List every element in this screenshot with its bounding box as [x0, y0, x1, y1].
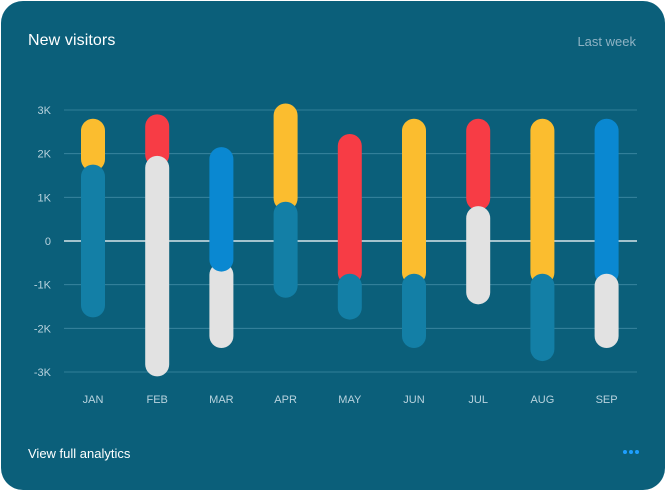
y-tick-label: 0: [45, 236, 51, 248]
y-tick-label: 2K: [38, 149, 52, 161]
bar-segment-blue: [594, 118, 619, 285]
y-axis-ticks: 3K 2K 1K 0 -1K -2K -3K: [34, 105, 52, 379]
card-title: New visitors: [28, 32, 116, 49]
x-tick-label: AUG: [530, 394, 554, 406]
bar-segment-teal: [530, 273, 555, 362]
y-tick-label: 1K: [38, 192, 52, 204]
period-selector[interactable]: Last week: [577, 34, 636, 49]
x-tick-label: MAR: [209, 394, 234, 406]
x-tick-label: APR: [274, 394, 297, 406]
bar-segment-red: [466, 118, 491, 211]
y-tick-label: -2K: [34, 323, 52, 335]
bars: [81, 103, 619, 377]
more-dot: [629, 450, 633, 454]
y-tick-label: 3K: [38, 105, 52, 117]
bar-segment-teal: [81, 164, 105, 318]
y-tick-label: -1K: [34, 280, 52, 292]
bar-segment-teal: [402, 273, 426, 348]
x-tick-label: FEB: [146, 394, 167, 406]
bar-may[interactable]: [337, 134, 362, 320]
bar-segment-red: [337, 134, 362, 285]
bar-segment-yellow: [530, 118, 555, 285]
bar-segment-white: [209, 262, 234, 348]
bar-apr[interactable]: [273, 103, 298, 298]
bar-segment-teal: [337, 273, 362, 320]
x-tick-label: MAY: [338, 394, 362, 406]
bar-aug[interactable]: [530, 118, 555, 362]
bar-segment-blue: [209, 147, 234, 272]
bar-sep[interactable]: [594, 118, 619, 348]
bar-segment-teal: [273, 201, 298, 298]
bar-segment-yellow: [273, 103, 298, 211]
bar-segment-red: [145, 114, 170, 167]
x-tick-label: JAN: [83, 394, 104, 406]
bar-jul[interactable]: [466, 118, 491, 305]
x-axis-labels: JAN FEB MAR APR MAY JUN JUL AUG SEP: [83, 394, 618, 406]
y-tick-label: -3K: [34, 367, 52, 379]
bar-segment-yellow: [81, 118, 105, 172]
bar-mar[interactable]: [209, 147, 234, 348]
x-tick-label: JUN: [403, 394, 424, 406]
view-analytics-link[interactable]: View full analytics: [28, 446, 131, 461]
bar-segment-white: [594, 273, 619, 348]
visitors-chart: 3K 2K 1K 0 -1K -2K -3K JAN FEB MAR APR MAY JUN JUL AU…: [34, 103, 637, 406]
bar-jun[interactable]: [402, 118, 426, 348]
bar-jan[interactable]: [81, 118, 105, 318]
more-horizontal-icon[interactable]: [623, 444, 639, 460]
x-tick-label: JUL: [468, 394, 488, 406]
bar-segment-white: [145, 155, 170, 377]
bar-segment-white: [466, 206, 491, 305]
bar-segment-yellow: [402, 118, 426, 285]
x-tick-label: SEP: [596, 394, 618, 406]
more-dot: [623, 450, 627, 454]
more-dot: [635, 450, 639, 454]
bar-feb[interactable]: [145, 114, 170, 377]
